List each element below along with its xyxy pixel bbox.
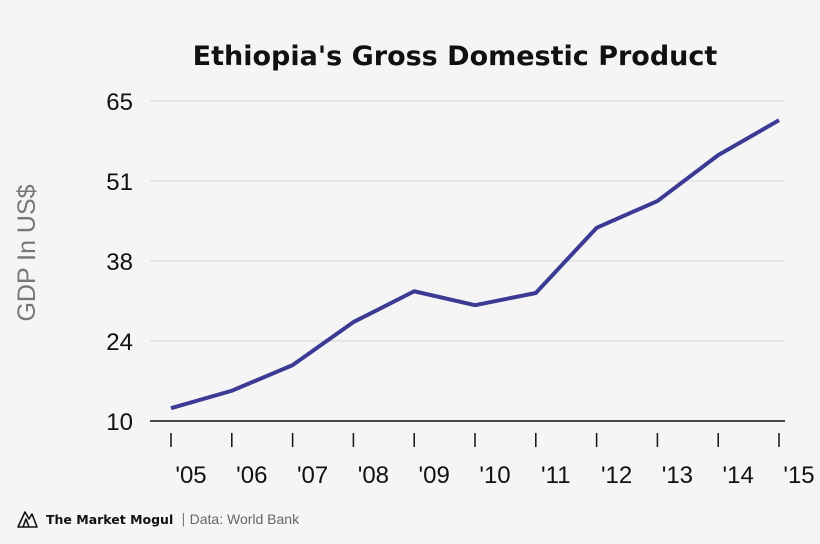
y-tick-label: 38 xyxy=(106,249,133,276)
x-tick-label: '12 xyxy=(601,462,632,489)
footer: The Market Mogul | Data: World Bank xyxy=(16,510,299,528)
brand-name: The Market Mogul xyxy=(46,511,174,527)
data-source: Data: World Bank xyxy=(189,511,300,527)
x-tick-label: '06 xyxy=(236,462,267,489)
x-tick-label: '13 xyxy=(662,462,693,489)
line-chart: Ethiopia's Gross Domestic Product GDP In… xyxy=(13,41,815,489)
footer-separator: | xyxy=(181,511,186,527)
mountain-logo-icon xyxy=(17,511,38,528)
y-axis-label: GDP In US$ xyxy=(13,184,41,321)
x-tick-label: '07 xyxy=(297,462,328,489)
y-tick-label: 24 xyxy=(106,329,133,356)
y-tick-label: 10 xyxy=(106,409,133,436)
x-tick-label: '11 xyxy=(541,462,571,489)
chart-title: Ethiopia's Gross Domestic Product xyxy=(193,41,718,72)
x-tick-label: '10 xyxy=(479,462,510,489)
x-tick-label: '15 xyxy=(783,462,814,489)
y-tick-label: 51 xyxy=(106,169,133,196)
y-tick-label: 65 xyxy=(106,89,133,116)
x-tick-label: '05 xyxy=(175,462,206,489)
gdp-series-line xyxy=(170,118,780,411)
x-tick-label: '14 xyxy=(723,462,754,489)
data-points xyxy=(170,120,780,409)
x-tick-label: '09 xyxy=(419,462,450,489)
x-tick-label: '08 xyxy=(358,462,389,489)
